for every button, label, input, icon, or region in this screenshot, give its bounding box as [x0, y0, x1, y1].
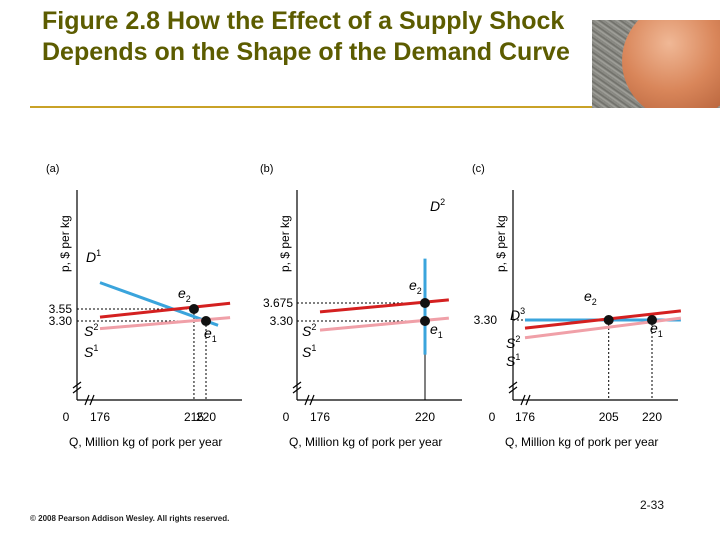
panel-a-x-tick: 176	[90, 410, 110, 424]
panel-b-x-tick-zero: 0	[283, 410, 290, 424]
panel-c-x-tick: 205	[599, 410, 619, 424]
panel-b-y-axis-label: p, $ per kg	[278, 215, 292, 272]
panel-b-label: (b)	[260, 163, 273, 175]
rock-image	[622, 20, 720, 108]
panel-c-point-e1	[647, 315, 657, 325]
panel-c-point-label-e2: e2	[584, 288, 597, 307]
panel-b-y-tick: 3.30	[270, 314, 294, 328]
panel-b-x-tick: 176	[310, 410, 330, 424]
panel-c-x-tick-zero: 0	[489, 410, 496, 424]
panel-a-curve-label-d1: D1	[86, 248, 101, 265]
panel-b-curve-label-s2: S2	[302, 322, 316, 339]
panel-a-x-break	[84, 394, 90, 406]
panel-b-point-label-e2: e2	[409, 277, 422, 296]
panel-b-y-break	[292, 381, 302, 389]
panel-a-curve-label-s2: S2	[84, 322, 98, 339]
panel-c-point-e2	[603, 315, 614, 325]
title-divider	[30, 106, 595, 108]
figure-charts: (a) p, $ per kg Q, Million kg of pork per …	[46, 163, 682, 449]
panel-c-y-break	[508, 381, 518, 389]
panel-c-curve-label-s2: S2	[506, 334, 520, 351]
panel-a-point-e2	[188, 304, 199, 314]
panel-b-x-axis-label: Q, Million kg of pork per year	[289, 435, 442, 449]
panel-a-y-tick: 3.55	[49, 302, 73, 316]
panel-c-x-break	[525, 394, 531, 406]
panel-c-y-break	[508, 386, 518, 394]
panel-b-y-break	[292, 386, 302, 394]
panel-a-y-break	[72, 381, 82, 389]
panel-a-point-label-e2: e2	[178, 285, 191, 304]
panel-a-y-break	[72, 386, 82, 394]
panel-a-x-break	[89, 394, 95, 406]
slide-title: Figure 2.8 How the Effect of a Supply Sh…	[42, 7, 570, 66]
panel-b-point-label-e1: e1	[430, 321, 443, 340]
panel-a-x-axis-label: Q, Million kg of pork per year	[69, 435, 222, 449]
panel-c-curve-s2	[524, 309, 682, 330]
panel-a-x-tick: 220	[196, 410, 216, 424]
panel-a-curve-label-s1: S1	[84, 343, 98, 360]
panel-a-curve-s2	[99, 301, 231, 319]
panel-b-x-break	[304, 394, 310, 406]
panel-c-curve-label-s1: S1	[506, 352, 520, 369]
panel-a-x-tick-zero: 0	[63, 410, 70, 424]
panel-c-x-break	[520, 394, 526, 406]
panel-a-label: (a)	[46, 163, 59, 175]
panel-b-curve-label-d2: D2	[430, 197, 445, 214]
panel-b-x-break	[309, 394, 315, 406]
panel-b-curve-label-s1: S1	[302, 343, 316, 360]
panel-a-point-e1	[201, 316, 211, 326]
panel-c-y-tick: 3.30	[474, 313, 498, 327]
panel-a-x-tick: 215	[184, 410, 204, 424]
panel-b-y-tick: 3.675	[263, 296, 293, 310]
panel-c-x-tick: 176	[515, 410, 535, 424]
panel-a-y-axis-label: p, $ per kg	[58, 215, 72, 272]
panel-a-curve-d1	[99, 281, 219, 327]
panel-b-point-e1	[420, 316, 430, 326]
copyright-notice: © 2008 Pearson Addison Wesley. All right…	[30, 514, 230, 523]
decorative-photo	[592, 20, 720, 108]
panel-a-y-tick: 3.30	[49, 314, 73, 328]
slide-number: 2-33	[640, 498, 665, 512]
panel-b-x-tick: 220	[415, 410, 435, 424]
panel-c-label: (c)	[472, 163, 485, 175]
panel-b-point-e2	[420, 298, 430, 308]
panel-c-x-tick: 220	[642, 410, 662, 424]
panel-c-y-axis-label: p, $ per kg	[494, 215, 508, 272]
panel-c-x-axis-label: Q, Million kg of pork per year	[505, 435, 658, 449]
